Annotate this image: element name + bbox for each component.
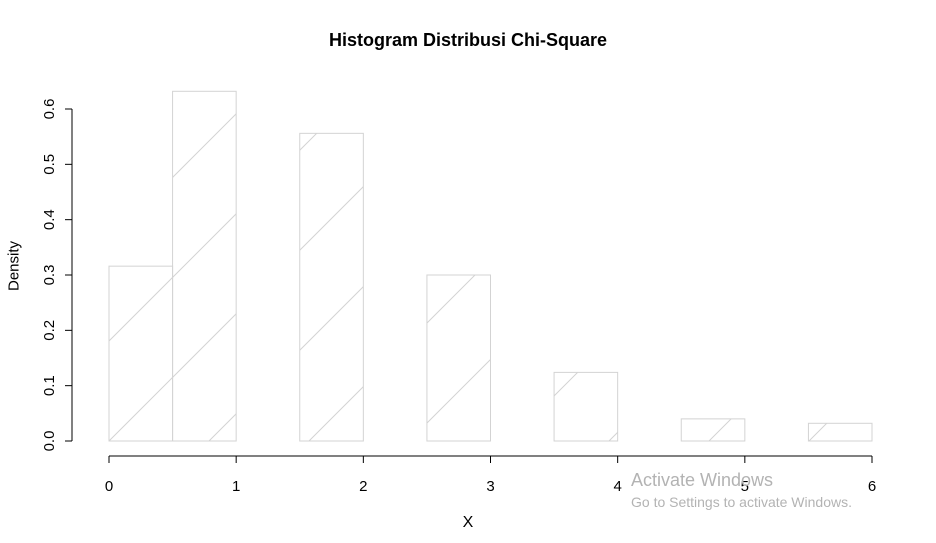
y-tick-label: 0.1 [41, 375, 58, 396]
x-tick-label: 4 [613, 478, 621, 495]
bar-hatch [109, 276, 173, 441]
bar-hatch [554, 372, 618, 441]
bar [108, 265, 174, 442]
bar-hatch [708, 418, 732, 442]
histogram-bin [172, 90, 237, 442]
y-axis: 0.0 0.1 0.2 0.3 0.4 0.5 0.6 [41, 99, 73, 452]
histogram-bin [553, 371, 619, 442]
watermark-subtitle: Go to Settings to activate Windows. [631, 494, 852, 510]
y-tick-label: 0.3 [41, 265, 58, 286]
bar-hatch [808, 423, 828, 442]
bar-hatch [299, 133, 364, 441]
y-tick-label: 0.5 [41, 154, 58, 175]
bar [807, 422, 873, 442]
histogram-bin [426, 274, 491, 442]
bar-hatch [426, 275, 491, 424]
x-tick-label: 2 [359, 478, 367, 495]
watermark-title: Activate Windows [631, 470, 774, 490]
histogram-bin [299, 132, 364, 442]
x-tick-label: 6 [868, 478, 876, 495]
y-tick-label: 0.0 [41, 431, 58, 452]
y-tick-label: 0.2 [41, 320, 58, 341]
bar [680, 418, 746, 442]
y-tick-label: 0.4 [41, 209, 58, 230]
x-axis-label: X [462, 514, 474, 531]
histogram-bars [108, 90, 873, 442]
bar [426, 274, 491, 442]
bar-hatch [172, 113, 237, 441]
x-axis: 0 1 2 3 4 5 6 [105, 455, 876, 495]
activate-windows-watermark: Activate Windows Go to Settings to activ… [631, 470, 852, 510]
x-tick-label: 5 [741, 478, 749, 495]
bar [553, 371, 619, 442]
histogram-bin [108, 265, 174, 442]
x-tick-label: 3 [486, 478, 494, 495]
y-tick-label: 0.6 [41, 99, 58, 120]
histogram-bin [680, 418, 746, 442]
x-tick-label: 1 [232, 478, 240, 495]
x-tick-label: 0 [105, 478, 113, 495]
bar [172, 90, 237, 442]
bar [299, 132, 364, 442]
chart-title: Histogram Distribusi Chi-Square [328, 30, 608, 50]
histogram-bin [807, 422, 873, 442]
